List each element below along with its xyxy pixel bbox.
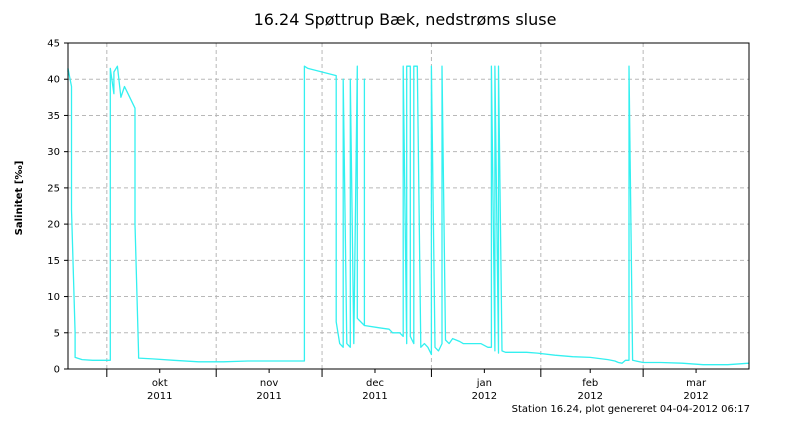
x-year-label: 2011 (256, 391, 281, 402)
x-year-label: 2011 (147, 391, 172, 402)
x-month-label: okt (152, 378, 168, 389)
y-tick-label: 5 (54, 328, 60, 339)
tick-layer: 0 5 10 15 20 25 30 35 40 45 okt 2011 nov 2011 dec 2011 j… (47, 39, 709, 403)
y-tick-label: 40 (47, 75, 60, 86)
x-month-label: jan (476, 378, 492, 389)
x-month-label: nov (260, 378, 278, 389)
x-year-label: 2012 (472, 391, 497, 402)
x-month-label: dec (366, 378, 384, 389)
x-year-label: 2012 (577, 391, 602, 402)
y-tick-label: 45 (47, 39, 60, 50)
grid-layer (68, 43, 749, 369)
y-tick-label: 0 (54, 365, 60, 376)
salinity-series-line (67, 65, 750, 366)
y-axis-label: Salinitet [‰] (14, 161, 25, 236)
chart-title: 16.24 Spøttrup Bæk, nedstrøms sluse (254, 10, 557, 29)
y-tick-label: 15 (47, 256, 60, 267)
footer-note: Station 16.24, plot genereret 04-04-2012… (512, 404, 750, 415)
x-month-label: mar (686, 378, 707, 389)
plot-frame (67, 42, 750, 370)
x-year-label: 2012 (683, 391, 708, 402)
x-month-label: feb (582, 378, 598, 389)
series-layer (67, 65, 750, 366)
y-tick-label: 20 (47, 220, 60, 231)
y-tick-label: 25 (47, 183, 60, 194)
y-tick-label: 30 (47, 147, 60, 158)
x-year-label: 2011 (362, 391, 387, 402)
y-tick-label: 35 (47, 111, 60, 122)
y-tick-label: 10 (47, 292, 60, 303)
